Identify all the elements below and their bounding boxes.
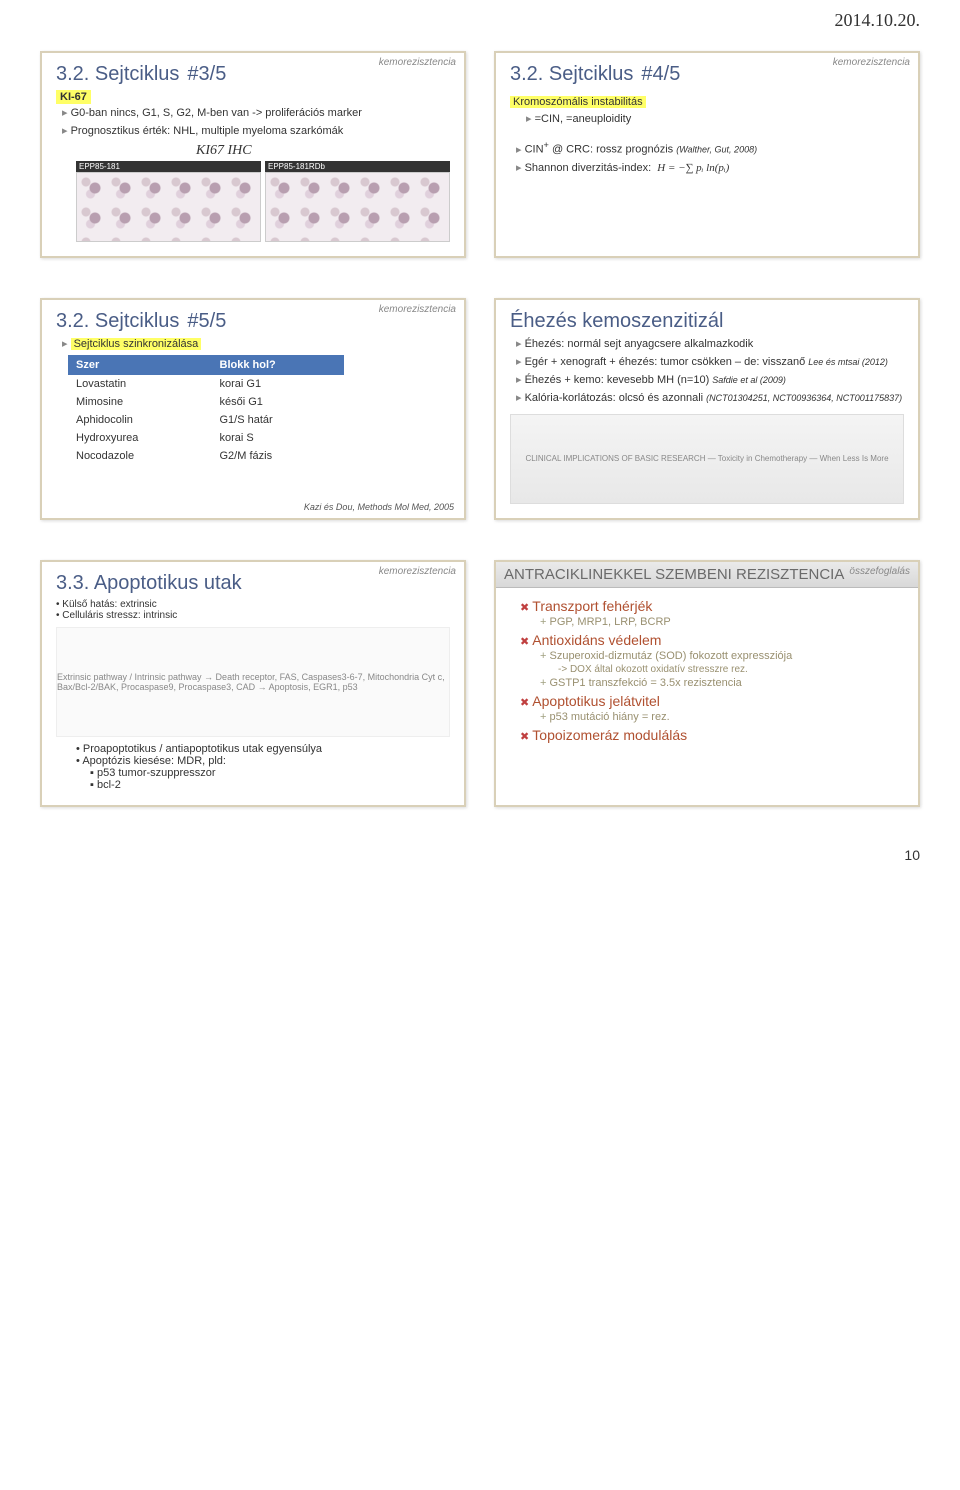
slide-row-1: kemorezisztencia 3.2. Sejtciklus #3/5 KI-… (40, 51, 920, 258)
ihc-label-2: EPP85-181RDb (265, 161, 450, 172)
title-frac: #5/5 (187, 310, 226, 332)
shannon-formula: H = −∑ pᵢ ln(pᵢ) (657, 162, 729, 174)
slide-antraciklin: összefoglalás ANTRACIKLINEKKEL SZEMBENI … (494, 560, 920, 807)
ihc-image-1 (76, 172, 261, 242)
slide-3-3-apoptotikus: kemorezisztencia 3.3. Apoptotikus utak •… (40, 560, 466, 807)
bullet: Proapoptotikus / antiapoptotikus utak eg… (76, 743, 450, 755)
title-text: 3.2. Sejtciklus (510, 63, 633, 85)
page-date: 2014.10.20. (40, 10, 920, 31)
bullet: G0-ban nincs, G1, S, G2, M-ben van -> pr… (62, 106, 450, 120)
bullet: Egér + xenograft + éhezés: tumor csökken… (516, 355, 904, 369)
highlight: Kromoszómális instabilitás (510, 96, 646, 108)
slide-row-2: kemorezisztencia 3.2. Sejtciklus #5/5 Sej… (40, 298, 920, 520)
slide-ehezes: Éhezés kemoszenzitizál Éhezés: normál se… (494, 298, 920, 520)
tag-kemo: kemorezisztencia (379, 57, 456, 68)
plus-item: GSTP1 transzfekció = 3.5x rezisztencia (540, 677, 904, 689)
x-item: Antioxidáns védelem (520, 632, 904, 648)
table-row: AphidocolinG1/S határ (68, 411, 344, 429)
page-number: 10 (40, 847, 920, 863)
slide-3-2-sejtciklus-4: kemorezisztencia 3.2. Sejtciklus #4/5 Kro… (494, 51, 920, 258)
th-szer: Szer (68, 355, 212, 375)
bullet: =CIN, =aneuploidity (526, 112, 904, 126)
bullet: CIN+ @ CRC: rossz prognózis (Walther, Gu… (516, 140, 904, 157)
tag-kemo: kemorezisztencia (379, 566, 456, 577)
ki67-label: KI-67 (56, 90, 91, 104)
ihc-block: KI67 IHC EPP85-181 EPP85-181RDb (76, 143, 450, 242)
title-text: 3.2. Sejtciklus (56, 310, 179, 332)
bullet: Éhezés: normál sejt anyagcsere alkalmazk… (516, 337, 904, 351)
bullet: Shannon diverzitás-index: H = −∑ pᵢ ln(p… (516, 161, 904, 175)
th-blokk: Blokk hol? (212, 355, 344, 375)
apoptosis-diagram: Extrinsic pathway / Intrinsic pathway → … (56, 627, 450, 737)
title-text: 3.2. Sejtciklus (56, 63, 179, 85)
slide-3-2-sejtciklus-5: kemorezisztencia 3.2. Sejtciklus #5/5 Sej… (40, 298, 466, 520)
table-row: Mimosinekésői G1 (68, 393, 344, 411)
sub-item: -> DOX által okozott oxidatív stresszre … (558, 664, 904, 675)
slide-3-2-sejtciklus-3: kemorezisztencia 3.2. Sejtciklus #3/5 KI-… (40, 51, 466, 258)
plus-item: Szuperoxid-dizmutáz (SOD) fokozott expre… (540, 650, 904, 662)
tag-kemo: kemorezisztencia (379, 304, 456, 315)
bullet: Éhezés + kemo: kevesebb MH (n=10) Safdie… (516, 373, 904, 387)
plus-item: p53 mutáció hiány = rez. (540, 711, 904, 723)
ihc-label-1: EPP85-181 (76, 161, 261, 172)
title-frac: #3/5 (187, 63, 226, 85)
table-row: Lovastatinkorai G1 (68, 375, 344, 393)
ihc-image-2 (265, 172, 450, 242)
x-item: Transzport fehérjék (520, 598, 904, 614)
x-item: Apoptotikus jelátvitel (520, 693, 904, 709)
footnote: Kazi és Dou, Methods Mol Med, 2005 (304, 502, 454, 512)
highlight: Sejtciklus szinkronizálása (71, 338, 202, 350)
ihc-caption: KI67 IHC (196, 143, 450, 159)
title-frac: #4/5 (641, 63, 680, 85)
sub-bullets: Proapoptotikus / antiapoptotikus utak eg… (76, 743, 450, 791)
table-row: Hydroxyureakorai S (68, 429, 344, 447)
figure-placeholder: CLINICAL IMPLICATIONS OF BASIC RESEARCH … (510, 414, 904, 504)
x-item: Topoizomeráz modulálás (520, 727, 904, 743)
tag-ossze: összefoglalás (849, 566, 910, 577)
bullet: Apoptózis kiesése: MDR, pld: (76, 755, 450, 767)
slide-title: Éhezés kemoszenzitizál (510, 310, 904, 333)
note-extrinsic: • Külső hatás: extrinsic (56, 599, 450, 610)
bullet: Kalória-korlátozás: olcsó és azonnali (N… (516, 391, 904, 405)
table-row: NocodazoleG2/M fázis (68, 447, 344, 465)
tag-kemo: kemorezisztencia (833, 57, 910, 68)
slide-row-3: kemorezisztencia 3.3. Apoptotikus utak •… (40, 560, 920, 807)
sub-bullet: bcl-2 (90, 779, 450, 791)
sub-bullet: p53 tumor-szuppresszor (90, 767, 450, 779)
plus-item: PGP, MRP1, LRP, BCRP (540, 616, 904, 628)
bullet: Prognosztikus érték: NHL, multiple myelo… (62, 124, 450, 138)
note-intrinsic: • Celluláris stressz: intrinsic (56, 610, 450, 621)
sync-table: SzerBlokk hol? Lovastatinkorai G1 Mimosi… (68, 355, 344, 465)
